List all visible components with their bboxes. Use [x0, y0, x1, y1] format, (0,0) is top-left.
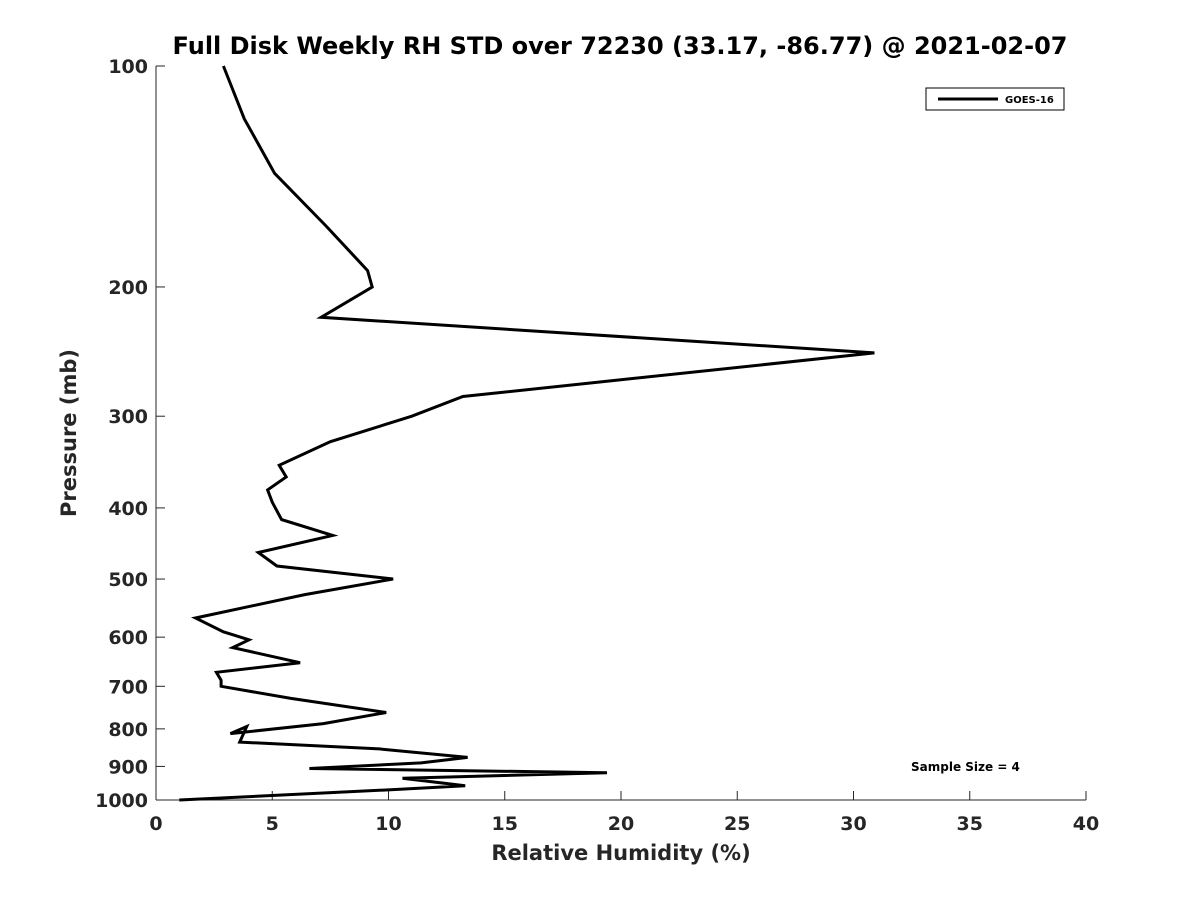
- x-tick-label: 35: [957, 813, 983, 835]
- y-tick-label: 500: [108, 569, 148, 591]
- y-tick-label: 700: [108, 676, 148, 698]
- y-ticks: 100 200 300 400 500 600 700 800 900 1000: [95, 56, 165, 812]
- legend: GOES-16: [925, 87, 1065, 111]
- series-line-goes-16: [179, 65, 875, 802]
- x-tick-label: 40: [1073, 813, 1099, 835]
- y-tick-label: 800: [108, 719, 148, 741]
- x-tick-label: 30: [840, 813, 866, 835]
- x-tick-label: 0: [149, 813, 162, 835]
- y-tick-label: 1000: [95, 790, 148, 812]
- y-axis-label: Pressure (mb): [57, 349, 81, 517]
- x-tick-label: 20: [608, 813, 634, 835]
- x-tick-label: 15: [492, 813, 518, 835]
- y-tick-label: 900: [108, 756, 148, 778]
- chart-title: Full Disk Weekly RH STD over 72230 (33.1…: [173, 32, 1068, 60]
- x-ticks: 0 5 10 15 20 25 30 35 40: [149, 791, 1099, 835]
- y-tick-label: 300: [108, 406, 148, 428]
- legend-label: GOES-16: [1005, 95, 1054, 106]
- sample-size-annotation: Sample Size = 4: [911, 760, 1020, 774]
- y-tick-label: 100: [108, 56, 148, 78]
- x-tick-label: 5: [266, 813, 279, 835]
- y-tick-label: 200: [108, 277, 148, 299]
- x-axis-label: Relative Humidity (%): [491, 841, 750, 865]
- y-tick-label: 400: [108, 498, 148, 520]
- x-tick-label: 25: [724, 813, 750, 835]
- y-tick-label: 600: [108, 627, 148, 649]
- x-tick-label: 10: [375, 813, 401, 835]
